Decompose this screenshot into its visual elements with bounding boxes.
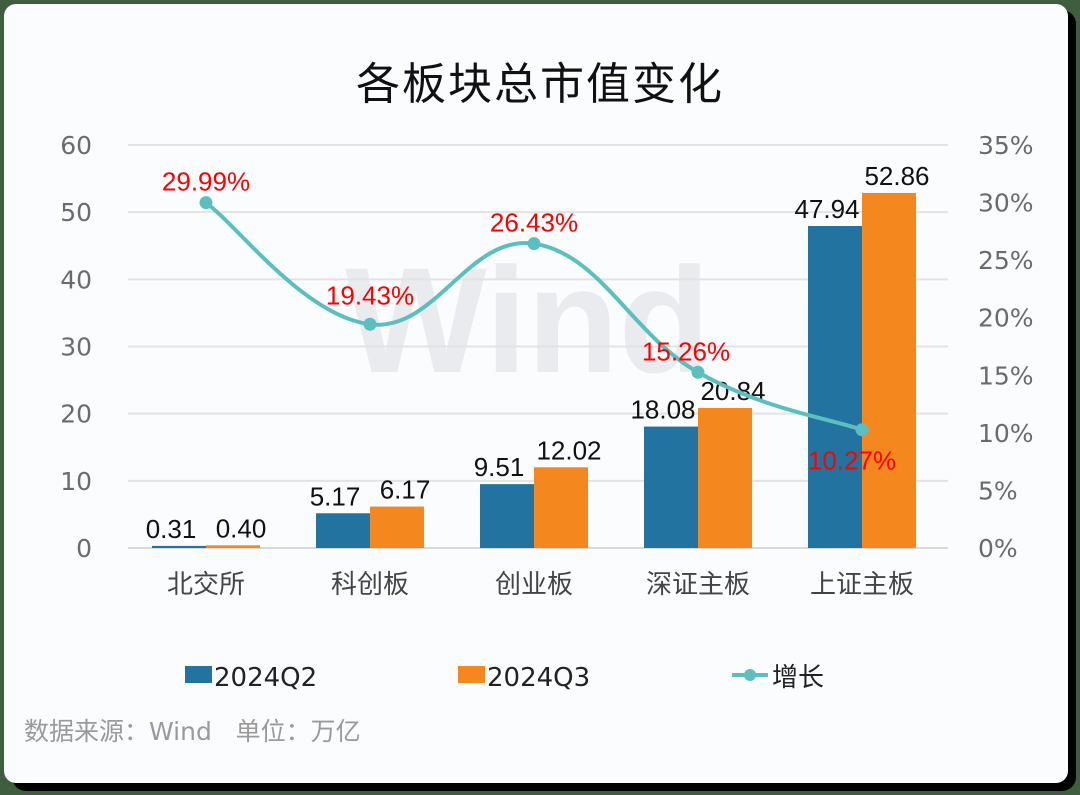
x-category-label: 深证主板 [646,570,750,600]
legend-label: 2024Q2 [214,663,317,693]
bar-2024q3-2 [534,467,588,548]
legend-label: 增长 [772,663,824,693]
source-note: 数据来源：Wind 单位：万亿 [24,717,361,746]
bar-value-label: 6.17 [380,475,431,505]
growth-label: 10.27% [808,446,896,476]
bar-value-label: 5.17 [310,481,361,511]
bar-value-label: 0.31 [146,514,197,544]
growth-point [363,317,377,331]
y-tick-left: 50 [60,198,92,227]
chart-title: 各板块总市值变化 [356,59,724,110]
legend-swatch-2024q3 [458,666,485,683]
bar-2024q3-1 [370,506,424,548]
y-tick-right: 15% [978,361,1034,390]
bar-2024q3-3 [698,408,752,548]
legend-marker-icon [744,669,756,681]
bar-value-label: 0.40 [216,513,267,543]
legend-label: 2024Q3 [487,663,590,693]
y-tick-right: 35% [978,131,1034,160]
x-category-label: 上证主板 [810,570,914,600]
growth-label: 19.43% [326,280,414,310]
y-tick-left: 60 [60,131,92,160]
growth-point [527,237,541,251]
bar-2024q2-1 [316,513,370,548]
growth-label: 26.43% [490,208,578,238]
x-category-label: 北交所 [167,570,245,600]
y-tick-left: 0 [76,534,92,563]
y-tick-right: 5% [978,476,1018,505]
bar-value-label: 18.08 [630,395,695,425]
bar-value-label: 47.94 [794,194,859,224]
legend-swatch-2024q2 [185,666,212,683]
bar-2024q2-4 [808,226,862,549]
y-tick-left: 30 [60,333,92,362]
y-tick-right: 25% [978,246,1034,275]
bar-2024q2-0 [152,545,206,548]
bar-2024q3-0 [206,545,260,548]
bar-value-label: 12.02 [536,435,601,465]
y-tick-right: 0% [978,534,1018,563]
growth-point [199,196,213,210]
y-tick-right: 30% [978,189,1034,218]
growth-label: 29.99% [162,167,250,197]
y-tick-right: 10% [978,419,1034,448]
bar-2024q2-3 [644,426,698,548]
y-tick-right: 20% [978,304,1034,333]
bar-value-label: 52.86 [864,161,929,191]
y-tick-left: 40 [60,265,92,294]
growth-point [855,423,869,437]
growth-label: 15.26% [642,336,730,366]
bar-2024q2-2 [480,484,534,548]
growth-point [691,365,705,379]
x-category-label: 科创板 [331,570,409,600]
y-tick-left: 10 [60,467,92,496]
bar-2024q3-4 [862,192,916,548]
y-tick-left: 20 [60,400,92,429]
bar-value-label: 9.51 [474,452,525,482]
x-category-label: 创业板 [495,570,573,600]
